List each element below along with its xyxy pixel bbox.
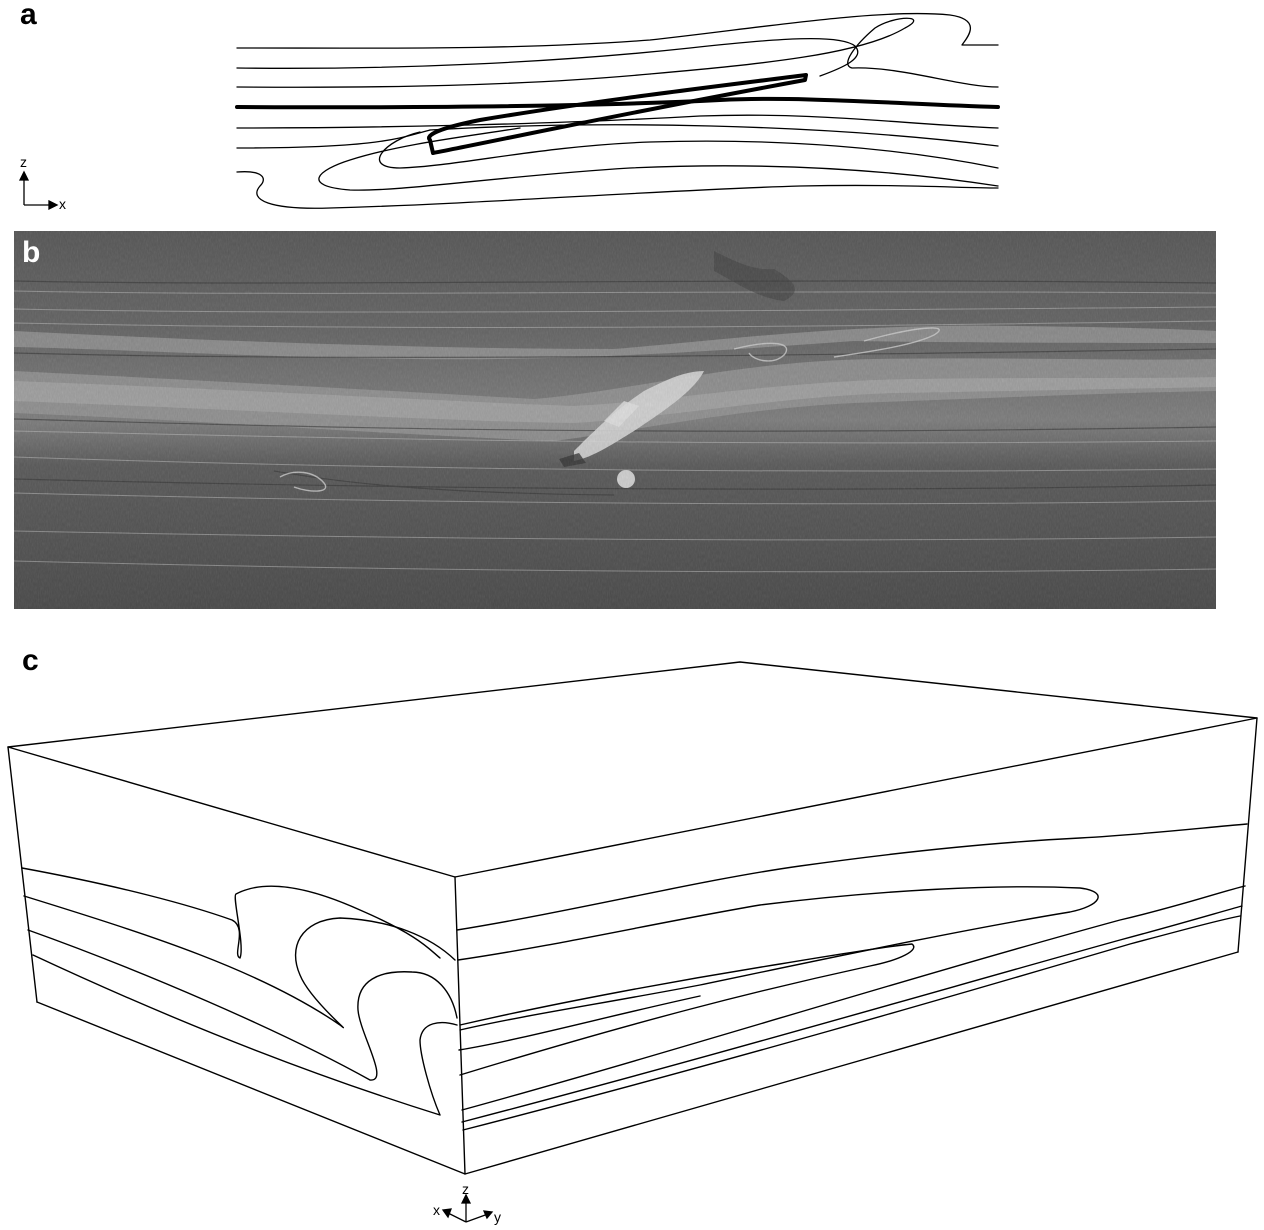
layer-line xyxy=(21,867,441,959)
layer-line xyxy=(236,12,999,49)
axis-indicator-c xyxy=(441,1193,494,1223)
axis-label-z: z xyxy=(20,154,27,170)
panel-b-label: b xyxy=(22,236,41,269)
marker-layer-thick xyxy=(427,73,808,155)
block-bottom-edge xyxy=(36,951,1239,1175)
layer-line xyxy=(461,905,1243,1123)
axis-label-y: y xyxy=(494,1209,501,1225)
layer-line xyxy=(236,171,999,209)
layer-line xyxy=(461,885,1246,1111)
layer-line xyxy=(458,995,701,1051)
axis-label-x: x xyxy=(433,1202,440,1218)
axis-indicator-a xyxy=(18,170,59,211)
layer-line xyxy=(236,37,859,77)
layer-line xyxy=(457,886,1099,1031)
layer-line xyxy=(32,954,458,1116)
panel-c-label: c xyxy=(22,644,39,677)
layer-line xyxy=(429,124,999,147)
layer-line xyxy=(456,823,1248,931)
layer-line xyxy=(378,131,999,169)
axis-label-z: z xyxy=(462,1181,469,1197)
layer-line xyxy=(318,127,999,191)
layer-line xyxy=(462,915,1241,1131)
layer-line xyxy=(459,943,915,1076)
layer-line xyxy=(23,895,456,1029)
outcrop-photograph xyxy=(14,231,1216,609)
block-top-face xyxy=(7,661,1258,878)
panel-a-label: a xyxy=(20,0,37,31)
layer-line xyxy=(27,929,458,1081)
layer-line xyxy=(236,129,431,149)
panel-a-fold-sketch: z x xyxy=(18,12,1000,212)
axis-label-x: x xyxy=(59,196,66,212)
layer-line xyxy=(236,17,999,88)
layer-line xyxy=(236,114,999,129)
